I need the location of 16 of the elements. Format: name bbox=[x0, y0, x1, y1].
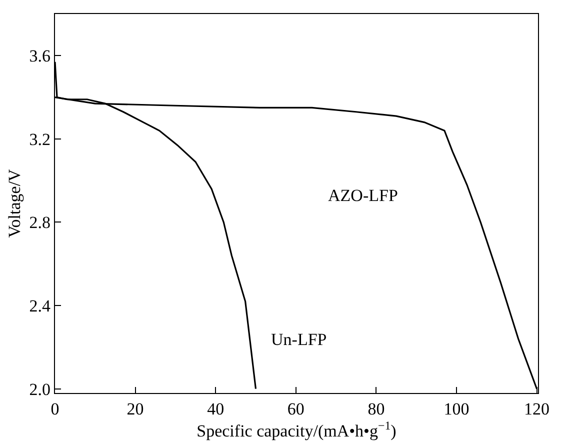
y-axis-title: Voltage/V bbox=[4, 168, 24, 238]
y-tick-label: 2.8 bbox=[29, 213, 50, 232]
x-tick-label: 20 bbox=[126, 400, 144, 418]
y-tick-label: 2.4 bbox=[29, 296, 51, 316]
annotation: AZO-LFP bbox=[328, 186, 398, 205]
x-tick-label: 0 bbox=[50, 400, 60, 418]
x-tick-label: 100 bbox=[444, 400, 470, 418]
y-tick-label: 3.6 bbox=[29, 46, 50, 66]
y-tick-label: 2.0 bbox=[29, 380, 50, 399]
y-tick-label: 3.2 bbox=[29, 130, 50, 149]
x-tick-label: 80 bbox=[368, 400, 385, 418]
x-tick-label: 60 bbox=[287, 400, 304, 418]
annotation: Un-LFP bbox=[271, 330, 327, 349]
x-axis-title: Specific capacity/(mA•h•g$^{−1}$) bbox=[196, 418, 396, 441]
x-tick-label: 40 bbox=[207, 400, 224, 418]
x-tick-label: 120 bbox=[524, 400, 550, 418]
